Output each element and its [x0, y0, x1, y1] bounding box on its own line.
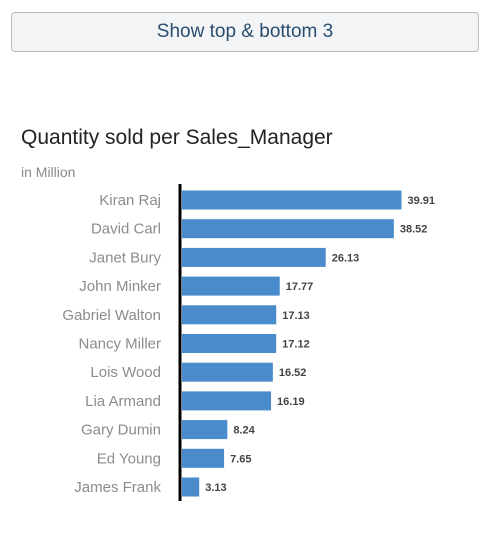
value-label: 16.52: [279, 367, 307, 379]
category-label: Nancy Miller: [78, 336, 161, 353]
value-label: 39.91: [408, 195, 436, 207]
bar[interactable]: [182, 190, 402, 210]
category-label: Ed Young: [97, 450, 161, 467]
category-label: Gary Dumin: [81, 422, 161, 439]
bar[interactable]: [182, 362, 273, 382]
bar[interactable]: [182, 276, 280, 296]
value-label: 7.65: [230, 453, 251, 465]
value-label: 38.52: [400, 224, 428, 236]
value-label: 3.13: [205, 482, 226, 494]
category-label: John Minker: [79, 278, 161, 295]
value-label: 16.19: [277, 396, 305, 408]
bar[interactable]: [182, 219, 394, 239]
bar[interactable]: [182, 448, 225, 468]
value-label: 17.13: [282, 310, 310, 322]
category-label: Kiran Raj: [99, 192, 161, 209]
value-label: 17.77: [286, 281, 314, 293]
value-label: 26.13: [332, 252, 360, 264]
value-label: 8.24: [233, 425, 255, 437]
bar[interactable]: [182, 391, 272, 411]
chart-title: Quantity sold per Sales_Manager: [21, 126, 333, 149]
bar[interactable]: [182, 247, 326, 267]
bar[interactable]: [182, 334, 277, 353]
category-label: James Frank: [74, 479, 161, 496]
bar[interactable]: [182, 305, 277, 325]
category-label: David Carl: [91, 221, 161, 238]
show-top-bottom-button[interactable]: Show top & bottom 3: [11, 12, 479, 52]
category-label: Gabriel Walton: [62, 307, 161, 324]
category-label: Lia Armand: [85, 393, 161, 410]
bar[interactable]: [182, 477, 200, 497]
category-label: Janet Bury: [89, 249, 161, 266]
value-label: 17.12: [282, 339, 310, 351]
category-label: Lois Wood: [90, 364, 161, 381]
bar[interactable]: [182, 420, 228, 440]
chart-subtitle: in Million: [21, 164, 76, 180]
